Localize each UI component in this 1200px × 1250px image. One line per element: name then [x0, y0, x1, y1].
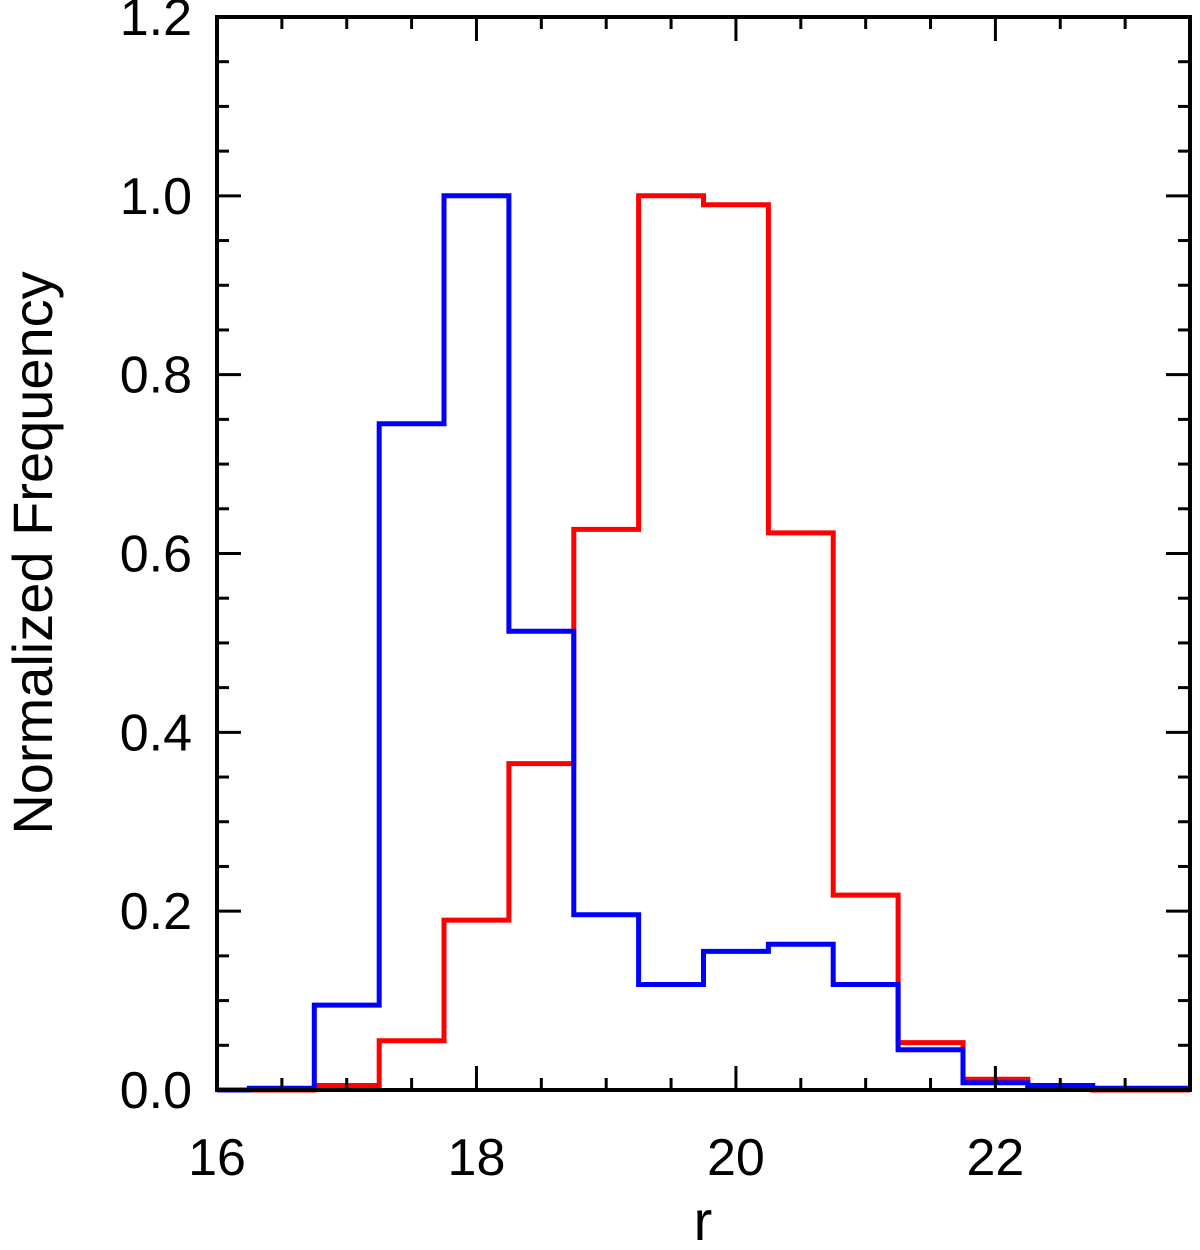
y-axis-label: Normalized Frequency — [1, 271, 64, 834]
ticks-layer — [215, 15, 1192, 1092]
x-axis-label: r — [694, 1189, 713, 1250]
x-tick-label: 22 — [966, 1129, 1024, 1187]
y-tick-label: 0.2 — [120, 883, 192, 941]
series-layer — [217, 193, 1190, 1093]
x-tick-label: 16 — [188, 1129, 246, 1187]
y-tick-label: 0.8 — [120, 347, 192, 405]
y-tick-label: 0.0 — [120, 1062, 192, 1120]
y-tick-label: 1.0 — [120, 168, 192, 226]
y-tick-label: 0.6 — [120, 526, 192, 584]
labels-layer: 16 18 20 22 0.0 0.2 0.4 0.6 0.8 1.0 1.2 — [120, 0, 1025, 1187]
x-tick-label: 18 — [448, 1129, 506, 1187]
y-tick-label: 0.4 — [120, 704, 192, 762]
histogram-series-1 — [217, 193, 1190, 1093]
y-tick-label: 1.2 — [120, 0, 192, 47]
histogram-series-2 — [217, 193, 1190, 1093]
plot-frame — [215, 15, 1192, 1092]
x-tick-label: 20 — [707, 1129, 765, 1187]
